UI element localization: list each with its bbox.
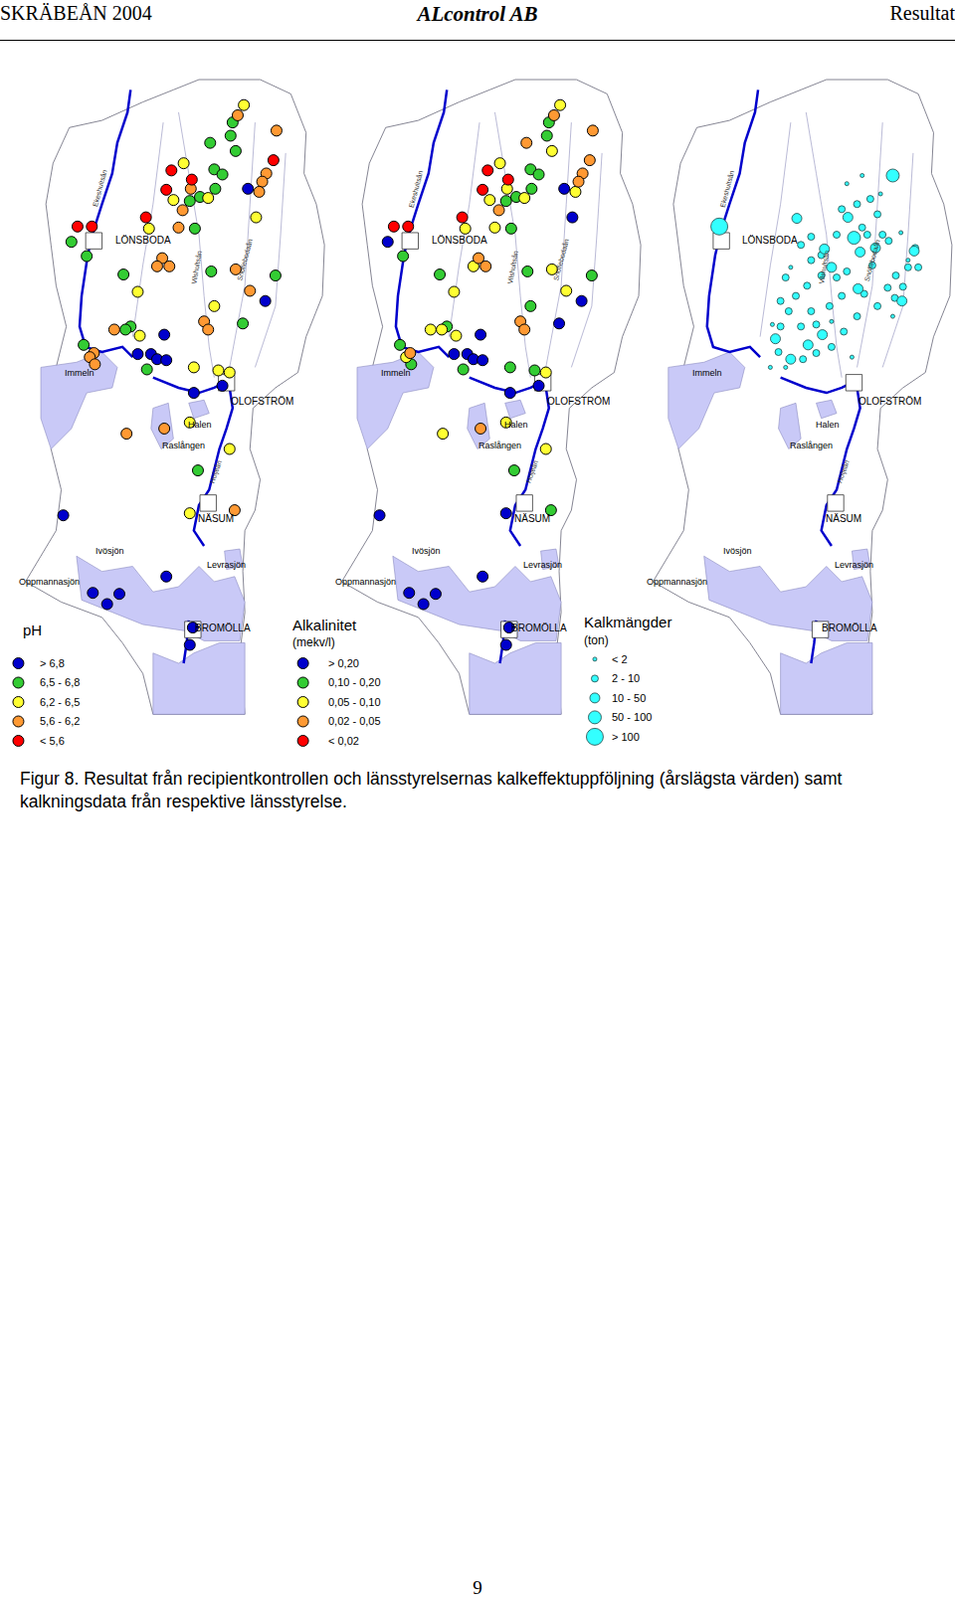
svg-text:< 2: < 2	[611, 653, 628, 666]
svg-text:Immeln: Immeln	[381, 368, 411, 379]
svg-text:Ekeshultsån: Ekeshultsån	[407, 170, 425, 209]
svg-text:Raslången: Raslången	[789, 440, 833, 451]
svg-text:OLOFSTRÖM: OLOFSTRÖM	[230, 395, 294, 407]
svg-text:50 - 100: 50 - 100	[611, 711, 652, 724]
svg-text:0,05 - 0,10: 0,05 - 0,10	[328, 696, 382, 709]
html-text:9: 9	[472, 1577, 483, 1599]
svg-text:NÄSUM: NÄSUM	[197, 513, 234, 525]
svg-text:Immeln: Immeln	[692, 368, 723, 379]
svg-text:Levrasjön: Levrasjön	[523, 560, 563, 571]
html-text:Figur 8. Resultat från recipie: Figur 8. Resultat från recipientkontroll…	[19, 768, 843, 812]
svg-text:BROMÖLLA: BROMÖLLA	[511, 622, 568, 634]
svg-text:10 - 50: 10 - 50	[611, 692, 646, 705]
svg-text:OLOFSTRÖM: OLOFSTRÖM	[547, 395, 610, 407]
svg-text:Holjeån: Holjeån	[207, 459, 224, 485]
svg-text:NÄSUM: NÄSUM	[514, 513, 551, 525]
svg-text:Snöflebodaån: Snöflebodaån	[552, 237, 571, 282]
svg-text:pH: pH	[22, 621, 42, 639]
svg-text:Halen: Halen	[188, 419, 212, 430]
svg-text:LÖNSBODA: LÖNSBODA	[742, 234, 798, 246]
svg-text:(mekv/l): (mekv/l)	[292, 635, 336, 650]
svg-text:BROMÖLLA: BROMÖLLA	[821, 622, 878, 634]
svg-text:Levrasjön: Levrasjön	[206, 560, 246, 571]
svg-text:Oppmannasjön: Oppmannasjön	[646, 576, 708, 587]
svg-text:< 0,02: < 0,02	[328, 735, 360, 748]
svg-text:Ekeshultsån: Ekeshultsån	[719, 170, 737, 209]
svg-text:Levrasjön: Levrasjön	[834, 560, 874, 571]
svg-text:Vilshultsån: Vilshultsån	[190, 250, 203, 286]
svg-text:Halen: Halen	[504, 419, 529, 430]
svg-text:Snöflebodaån: Snöflebodaån	[863, 238, 882, 283]
svg-text:Oppmannasjön: Oppmannasjön	[18, 576, 80, 587]
svg-text:Snöflebodaån: Snöflebodaån	[235, 237, 254, 282]
svg-text:2 - 10: 2 - 10	[611, 672, 640, 685]
svg-text:OLOFSTRÖM: OLOFSTRÖM	[858, 395, 922, 407]
svg-text:6,2 - 6,5: 6,2 - 6,5	[39, 696, 80, 709]
svg-text:Ivösjön: Ivösjön	[723, 546, 753, 557]
svg-text:Oppmannasjön: Oppmannasjön	[335, 576, 396, 587]
svg-text:Ekeshultsån: Ekeshultsån	[91, 169, 109, 208]
svg-text:Vilshultsån: Vilshultsån	[817, 249, 831, 285]
svg-text:0,10 - 0,20: 0,10 - 0,20	[328, 676, 382, 689]
svg-text:0,02 - 0,05: 0,02 - 0,05	[328, 715, 382, 728]
svg-text:6,5 - 6,8: 6,5 - 6,8	[39, 676, 80, 689]
svg-text:Holjeån: Holjeån	[835, 459, 852, 485]
svg-text:LÖNSBODA: LÖNSBODA	[115, 234, 172, 246]
html-text:Resultat: Resultat	[889, 1, 955, 24]
svg-text:BROMÖLLA: BROMÖLLA	[194, 622, 251, 634]
svg-text:NÄSUM: NÄSUM	[825, 513, 862, 525]
svg-text:Vilshultsån: Vilshultsån	[506, 250, 520, 286]
svg-text:Kalkmängder: Kalkmängder	[583, 613, 672, 631]
svg-text:LÖNSBODA: LÖNSBODA	[431, 234, 488, 246]
svg-text:Ivösjön: Ivösjön	[95, 546, 125, 557]
svg-text:> 100: > 100	[611, 731, 640, 744]
svg-text:(ton): (ton)	[583, 633, 609, 648]
svg-text:> 6,8: > 6,8	[39, 657, 65, 670]
svg-text:5,6 - 6,2: 5,6 - 6,2	[39, 715, 80, 728]
svg-text:Raslången: Raslången	[162, 440, 205, 451]
svg-text:Holjeån: Holjeån	[524, 459, 541, 485]
html-text:SKRÄBEÅN 2004: SKRÄBEÅN 2004	[0, 1, 153, 24]
svg-text:Alkalinitet: Alkalinitet	[292, 616, 358, 634]
svg-text:> 0,20: > 0,20	[328, 657, 360, 670]
html-text:ALcontrol AB: ALcontrol AB	[417, 1, 538, 26]
svg-text:< 5,6: < 5,6	[39, 735, 65, 748]
svg-text:Raslången: Raslången	[478, 440, 522, 451]
svg-text:Immeln: Immeln	[64, 368, 95, 379]
svg-text:Halen: Halen	[815, 419, 840, 430]
svg-text:Ivösjön: Ivösjön	[411, 546, 441, 557]
